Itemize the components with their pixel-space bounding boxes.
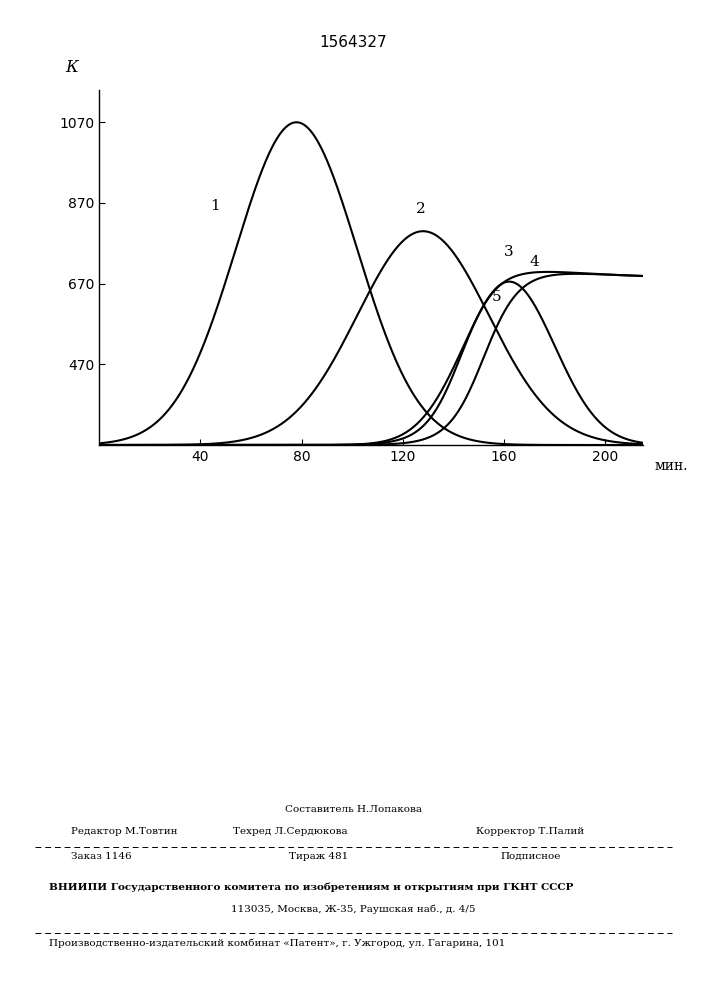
- Text: 4: 4: [530, 255, 539, 269]
- Text: Корректор Т.Палий: Корректор Т.Палий: [477, 827, 584, 836]
- Text: 1: 1: [211, 199, 221, 213]
- Text: 1564327: 1564327: [320, 35, 387, 50]
- Text: Составитель Н.Лопакова: Составитель Н.Лопакова: [285, 805, 422, 814]
- Text: мин.: мин.: [654, 459, 688, 473]
- Text: Техред Л.Сердюкова: Техред Л.Сердюкова: [233, 827, 347, 836]
- Text: Производственно-издательский комбинат «Патент», г. Ужгород, ул. Гагарина, 101: Производственно-издательский комбинат «П…: [49, 938, 506, 948]
- Text: ВНИИПИ Государственного комитета по изобретениям и открытиям при ГКНТ СССР: ВНИИПИ Государственного комитета по изоб…: [49, 883, 574, 892]
- Text: 5: 5: [491, 290, 501, 304]
- Text: Заказ 1146: Заказ 1146: [71, 852, 132, 861]
- Text: 3: 3: [504, 245, 514, 259]
- Text: 2: 2: [416, 202, 426, 216]
- Text: Редактор М.Товтин: Редактор М.Товтин: [71, 827, 177, 836]
- Text: К: К: [65, 59, 78, 76]
- Text: 113035, Москва, Ж-35, Раушская наб., д. 4/5: 113035, Москва, Ж-35, Раушская наб., д. …: [231, 905, 476, 914]
- Text: Тираж 481: Тираж 481: [288, 852, 348, 861]
- Text: Подписное: Подписное: [500, 852, 561, 861]
